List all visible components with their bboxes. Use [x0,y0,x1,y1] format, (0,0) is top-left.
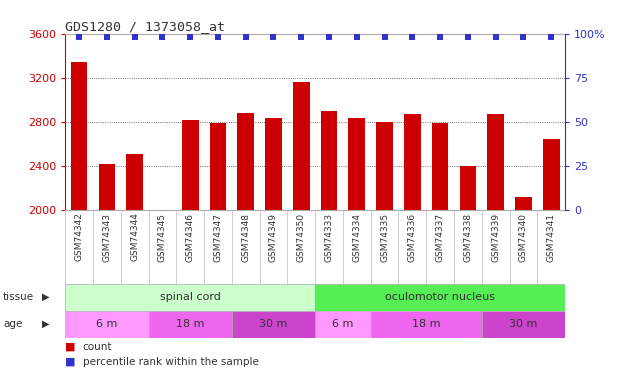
Text: ■: ■ [65,342,76,352]
Point [296,34,306,40]
Text: GSM74343: GSM74343 [102,213,111,262]
Bar [543,139,560,210]
Text: count: count [83,342,112,352]
Bar [432,123,448,210]
Point [241,34,251,40]
Text: 18 m: 18 m [176,319,204,329]
Point [324,34,334,40]
Text: tissue: tissue [3,292,34,302]
Text: ■: ■ [65,357,76,367]
Text: 30 m: 30 m [260,319,288,329]
Point [352,34,362,40]
Text: GSM74348: GSM74348 [241,213,250,262]
Text: GSM74341: GSM74341 [546,213,556,262]
Bar [320,111,337,210]
Text: ▶: ▶ [42,292,50,302]
Text: 6 m: 6 m [332,319,353,329]
Text: GSM74346: GSM74346 [186,213,194,262]
Text: 6 m: 6 m [96,319,117,329]
Point [74,34,84,40]
Point [407,34,417,40]
Text: 30 m: 30 m [509,319,538,329]
Bar [315,284,565,310]
Text: GSM74334: GSM74334 [352,213,361,262]
Text: oculomotor nucleus: oculomotor nucleus [385,292,495,302]
Bar [182,120,199,210]
Text: GSM74344: GSM74344 [130,213,139,261]
Text: GDS1280 / 1373058_at: GDS1280 / 1373058_at [65,20,225,33]
Bar [371,310,482,338]
Bar [65,310,148,338]
Text: 18 m: 18 m [412,319,440,329]
Text: GSM74335: GSM74335 [380,213,389,262]
Point [546,34,556,40]
Text: GSM74347: GSM74347 [214,213,222,262]
Point [130,34,140,40]
Bar [487,114,504,210]
Point [379,34,389,40]
Point [491,34,501,40]
Bar [404,114,420,210]
Text: GSM74337: GSM74337 [436,213,445,262]
Bar [65,284,315,310]
Text: GSM74342: GSM74342 [75,213,84,261]
Text: percentile rank within the sample: percentile rank within the sample [83,357,258,367]
Bar [515,197,532,210]
Point [519,34,528,40]
Text: GSM74349: GSM74349 [269,213,278,262]
Bar [148,310,232,338]
Bar [460,166,476,210]
Text: GSM74345: GSM74345 [158,213,167,262]
Bar [315,310,371,338]
Text: GSM74333: GSM74333 [325,213,333,262]
Bar [99,164,116,210]
Point [213,34,223,40]
Point [185,34,195,40]
Text: GSM74350: GSM74350 [297,213,306,262]
Bar [376,122,393,210]
Bar [482,310,565,338]
Point [435,34,445,40]
Bar [126,154,143,210]
Point [463,34,473,40]
Text: GSM74339: GSM74339 [491,213,500,262]
Bar [348,118,365,210]
Bar [265,118,282,210]
Text: ▶: ▶ [42,319,50,329]
Text: spinal cord: spinal cord [160,292,220,302]
Text: age: age [3,319,22,329]
Text: GSM74338: GSM74338 [463,213,473,262]
Point [268,34,278,40]
Point [158,34,168,40]
Bar [71,63,88,210]
Bar [237,113,254,210]
Bar [232,310,315,338]
Text: GSM74336: GSM74336 [408,213,417,262]
Text: GSM74340: GSM74340 [519,213,528,262]
Point [102,34,112,40]
Bar [293,82,310,210]
Bar [210,123,226,210]
